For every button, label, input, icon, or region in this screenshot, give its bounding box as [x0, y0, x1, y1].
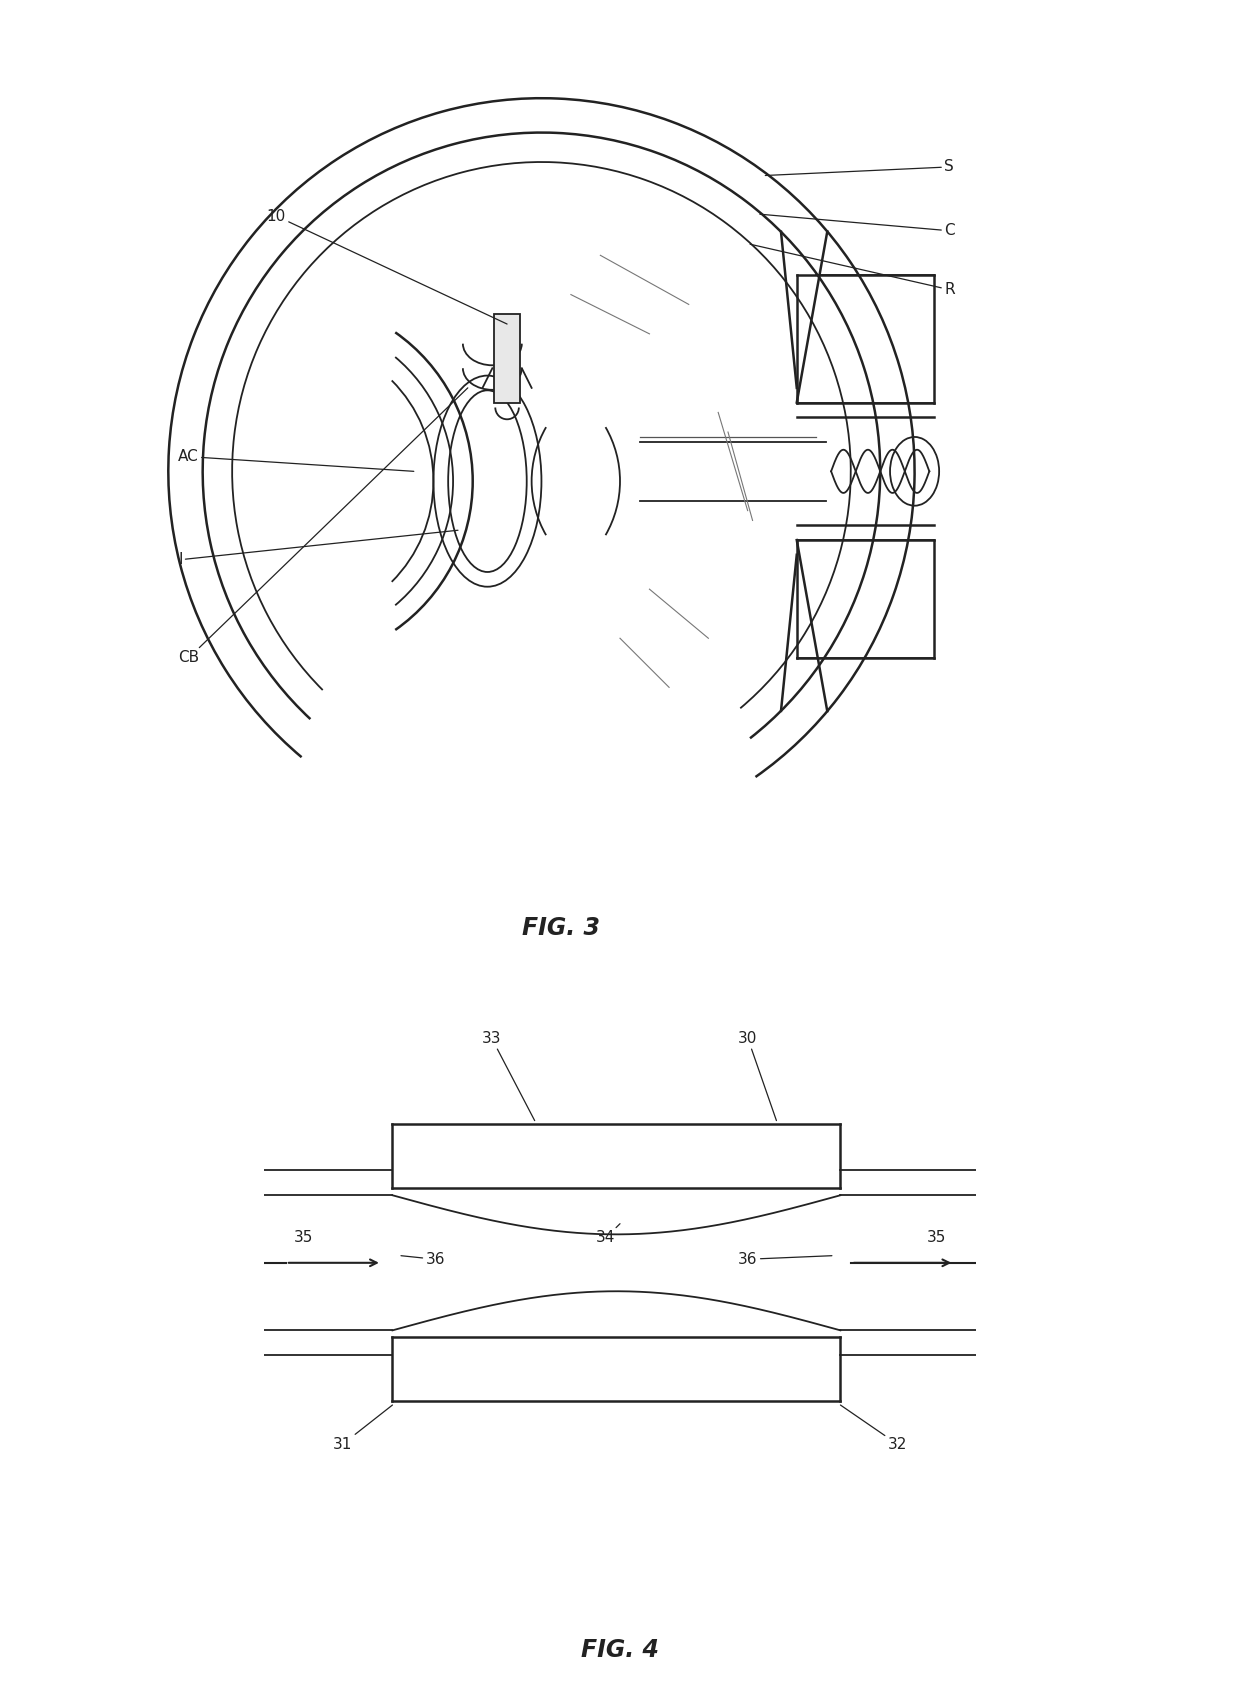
Text: C: C — [760, 215, 955, 239]
Text: FIG. 3: FIG. 3 — [522, 916, 600, 940]
Text: AC: AC — [179, 449, 414, 471]
Text: 35: 35 — [294, 1231, 314, 1246]
Text: FIG. 4: FIG. 4 — [582, 1639, 658, 1663]
Text: 33: 33 — [482, 1031, 534, 1121]
Text: 36: 36 — [401, 1251, 445, 1266]
Text: S: S — [765, 159, 954, 176]
FancyBboxPatch shape — [495, 315, 520, 403]
Text: 34: 34 — [596, 1224, 620, 1246]
Text: 31: 31 — [334, 1405, 393, 1451]
Text: 36: 36 — [738, 1251, 832, 1266]
Text: 30: 30 — [738, 1031, 776, 1121]
Text: R: R — [750, 244, 955, 298]
Text: CB: CB — [179, 388, 467, 665]
Text: 10: 10 — [267, 208, 507, 323]
Text: 35: 35 — [926, 1231, 946, 1246]
Text: I: I — [179, 530, 458, 567]
Text: 32: 32 — [841, 1405, 906, 1451]
